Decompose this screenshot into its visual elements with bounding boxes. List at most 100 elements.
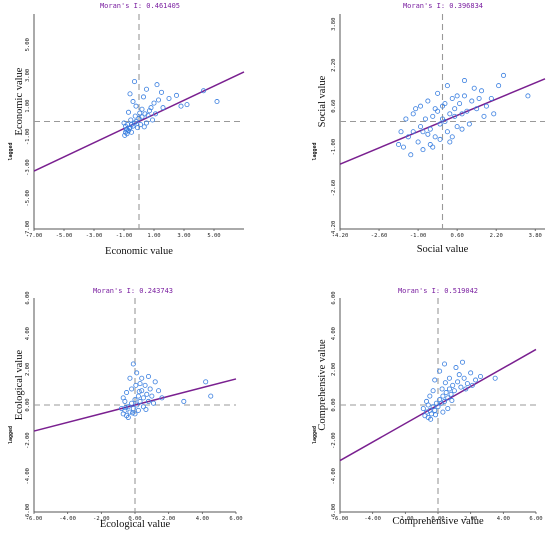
x-tick-label: -5.00 bbox=[56, 233, 73, 239]
data-point bbox=[439, 386, 445, 392]
x-tick-label: 4.00 bbox=[497, 516, 510, 522]
data-point bbox=[129, 386, 135, 392]
data-point bbox=[444, 129, 450, 135]
data-point bbox=[449, 95, 455, 101]
x-tick-label: 6.00 bbox=[529, 516, 542, 522]
data-point bbox=[139, 388, 145, 394]
data-point bbox=[127, 91, 133, 97]
data-point bbox=[455, 379, 461, 385]
data-point bbox=[464, 381, 470, 387]
data-point bbox=[459, 359, 465, 365]
panel-comprehensive: Moran's I: 0.519042 -6.00 -4.00 -2.00 0.00 2.… bbox=[312, 287, 543, 527]
data-point bbox=[425, 402, 431, 408]
data-point bbox=[427, 142, 433, 148]
y-tick-label: 2.00 bbox=[331, 363, 337, 376]
data-point bbox=[133, 103, 139, 109]
y-axis-label: Comprehensive value bbox=[317, 339, 328, 431]
data-point bbox=[155, 97, 161, 103]
y-axis-prefix: lagged bbox=[312, 142, 318, 160]
data-point bbox=[452, 113, 458, 119]
y-tick-label: 4.00 bbox=[331, 327, 337, 340]
data-point bbox=[143, 86, 149, 92]
data-point bbox=[405, 134, 411, 140]
x-tick-label: 0.60 bbox=[451, 233, 464, 239]
data-point bbox=[432, 134, 438, 140]
data-point bbox=[433, 412, 439, 418]
data-point bbox=[446, 375, 452, 381]
data-point bbox=[133, 119, 139, 125]
data-point bbox=[140, 94, 146, 100]
data-point bbox=[132, 411, 138, 417]
data-point bbox=[137, 122, 143, 128]
x-tick-label: 2.00 bbox=[162, 516, 175, 522]
data-point bbox=[473, 377, 479, 383]
data-point bbox=[128, 117, 134, 123]
data-point bbox=[139, 114, 145, 120]
data-point bbox=[133, 382, 139, 388]
data-point bbox=[479, 88, 485, 94]
data-point bbox=[143, 120, 149, 126]
data-point bbox=[156, 388, 162, 394]
data-point bbox=[457, 101, 463, 107]
data-point bbox=[439, 116, 445, 122]
data-point bbox=[181, 398, 187, 404]
data-point bbox=[122, 132, 128, 138]
data-point bbox=[149, 117, 155, 123]
data-point bbox=[461, 78, 467, 84]
data-point bbox=[139, 106, 145, 112]
data-point bbox=[442, 101, 448, 107]
data-point bbox=[160, 105, 166, 111]
x-tick-label: 0.00 bbox=[128, 516, 141, 522]
data-point bbox=[135, 407, 141, 413]
y-axis-prefix: lagged bbox=[312, 426, 318, 444]
data-point bbox=[123, 405, 129, 411]
data-point bbox=[131, 79, 137, 85]
y-tick-label: 6.00 bbox=[25, 291, 31, 304]
data-point bbox=[137, 398, 143, 404]
y-tick-label: 0.00 bbox=[25, 398, 31, 411]
data-point bbox=[469, 98, 475, 104]
data-point bbox=[463, 386, 469, 392]
y-tick-label: 0.60 bbox=[331, 100, 337, 113]
data-point bbox=[451, 388, 457, 394]
data-point bbox=[410, 111, 416, 117]
data-point bbox=[145, 373, 151, 379]
data-point bbox=[184, 102, 190, 108]
data-point bbox=[469, 382, 475, 388]
data-point bbox=[147, 386, 153, 392]
data-point bbox=[447, 139, 453, 145]
chart-title: Moran's I: 0.396834 bbox=[403, 2, 483, 10]
y-tick-label: 1.00 bbox=[25, 100, 31, 113]
data-point bbox=[445, 395, 451, 401]
data-point bbox=[152, 379, 158, 385]
y-tick-label: 2.00 bbox=[25, 363, 31, 376]
data-point bbox=[459, 126, 465, 132]
data-point bbox=[173, 92, 179, 98]
data-point bbox=[410, 129, 416, 135]
data-point bbox=[492, 375, 498, 381]
data-point bbox=[471, 85, 477, 91]
data-point bbox=[456, 372, 462, 378]
data-point bbox=[496, 83, 502, 89]
data-point bbox=[130, 99, 136, 105]
x-tick-label: -2.00 bbox=[93, 516, 110, 522]
data-point bbox=[443, 390, 449, 396]
data-point bbox=[445, 406, 451, 412]
x-tick-label: 6.00 bbox=[229, 516, 242, 522]
y-tick-label: 3.00 bbox=[25, 69, 31, 82]
data-point bbox=[442, 361, 448, 367]
data-point bbox=[145, 112, 151, 118]
x-tick-label: -4.20 bbox=[332, 233, 349, 239]
data-point bbox=[483, 103, 489, 109]
data-point bbox=[468, 370, 474, 376]
data-point bbox=[474, 106, 480, 112]
y-tick-label: 4.00 bbox=[25, 327, 31, 340]
chart-title: Moran's I: 0.519042 bbox=[398, 287, 478, 295]
data-point bbox=[446, 386, 452, 392]
data-point bbox=[135, 393, 141, 399]
y-tick-label: -5.00 bbox=[25, 190, 31, 207]
data-point bbox=[125, 414, 131, 420]
x-tick-label: 0.00 bbox=[431, 516, 444, 522]
data-point bbox=[444, 83, 450, 89]
x-tick-label: -1.00 bbox=[116, 233, 133, 239]
